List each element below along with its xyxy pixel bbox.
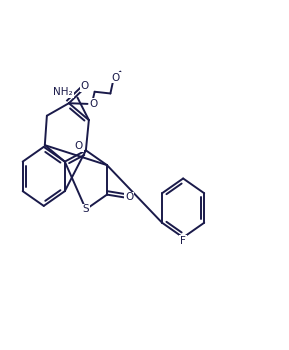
Text: O: O [112, 72, 120, 83]
Text: O: O [125, 193, 134, 202]
Text: O: O [81, 81, 89, 91]
Text: F: F [180, 236, 186, 246]
Text: O: O [90, 99, 98, 109]
Text: S: S [83, 204, 89, 214]
Text: O: O [75, 141, 83, 151]
Text: NH₂: NH₂ [53, 87, 73, 97]
